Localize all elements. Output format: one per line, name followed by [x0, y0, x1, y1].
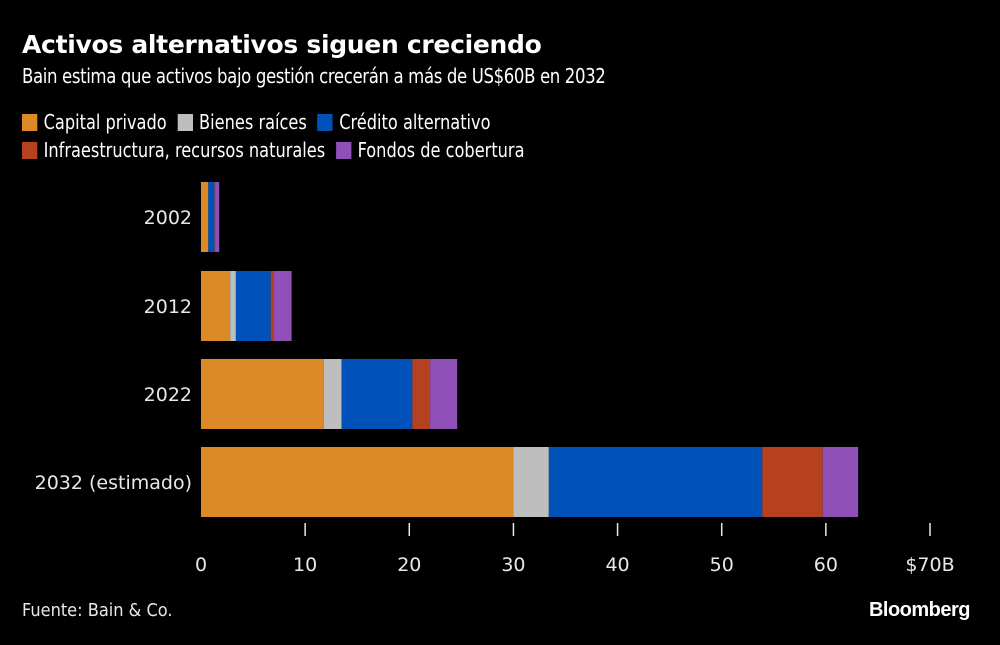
x-tick-label: $70B	[905, 554, 954, 576]
x-tick-label: 30	[501, 554, 525, 576]
bar-segment-bienes-ra-ces	[513, 447, 549, 517]
bar-segment-infraestructura-recursos-naturales	[214, 182, 216, 252]
bar-segment-fondos-de-cobertura	[822, 447, 859, 517]
legend-item-fondos-de-cobertura: Fondos de cobertura	[336, 138, 525, 162]
source-note: Fuente: Bain & Co.	[22, 600, 173, 621]
chart-subtitle: Bain estima que activos bajo gestión cre…	[22, 64, 606, 88]
bar-segment-infraestructura-recursos-naturales	[762, 447, 823, 517]
legend-label: Bienes raíces	[199, 110, 307, 134]
category-label: 2002	[144, 207, 192, 229]
bar-segment-bienes-ra-ces	[323, 359, 342, 429]
legend-label: Fondos de cobertura	[357, 138, 525, 162]
x-tick-label: 40	[605, 554, 629, 576]
bar-segment-capital-privado	[201, 359, 324, 429]
legend-swatch	[317, 113, 333, 131]
legend-swatch	[22, 113, 38, 131]
bar-segment-capital-privado	[201, 182, 209, 252]
legend-row-2: Infraestructura, recursos naturales Fond…	[22, 138, 535, 162]
legend-row-1: Capital privado Bienes raíces Crédito al…	[22, 110, 501, 134]
legend-swatch	[177, 113, 193, 131]
chart-title: Activos alternativos siguen creciendo	[22, 30, 542, 59]
bar-segment-cr-dito-alternativo	[235, 271, 271, 341]
legend-label: Infraestructura, recursos naturales	[43, 138, 326, 162]
x-tick-label: 50	[710, 554, 734, 576]
category-label: 2032 (estimado)	[35, 472, 192, 494]
legend-swatch	[22, 141, 38, 159]
category-label: 2012	[144, 296, 192, 318]
bar-segment-cr-dito-alternativo	[208, 182, 215, 252]
bar-segment-capital-privado	[201, 271, 231, 341]
legend-swatch	[336, 141, 352, 159]
x-tick-label: 10	[293, 554, 317, 576]
bar-segment-infraestructura-recursos-naturales	[412, 359, 431, 429]
bar-segment-bienes-ra-ces	[230, 271, 236, 341]
bar-segment-cr-dito-alternativo	[341, 359, 413, 429]
x-tick-label: 60	[814, 554, 838, 576]
bar-segment-fondos-de-cobertura	[273, 271, 292, 341]
legend-item-bienes-raices: Bienes raíces	[177, 110, 307, 134]
x-tick-label: 20	[397, 554, 421, 576]
legend-item-infraestructura: Infraestructura, recursos naturales	[22, 138, 325, 162]
category-label: 2022	[144, 384, 192, 406]
bar-segment-fondos-de-cobertura	[215, 182, 220, 252]
bar-segment-fondos-de-cobertura	[430, 359, 458, 429]
legend-item-capital-privado: Capital privado	[22, 110, 167, 134]
legend-label: Crédito alternativo	[339, 110, 491, 134]
legend-label: Capital privado	[43, 110, 167, 134]
bar-segment-capital-privado	[201, 447, 514, 517]
bar-segment-cr-dito-alternativo	[548, 447, 763, 517]
bloomberg-logo: Bloomberg	[868, 599, 971, 621]
legend-item-credito-alternativo: Crédito alternativo	[317, 110, 491, 134]
x-tick-label: 0	[195, 554, 207, 576]
bar-segment-infraestructura-recursos-naturales	[270, 271, 274, 341]
